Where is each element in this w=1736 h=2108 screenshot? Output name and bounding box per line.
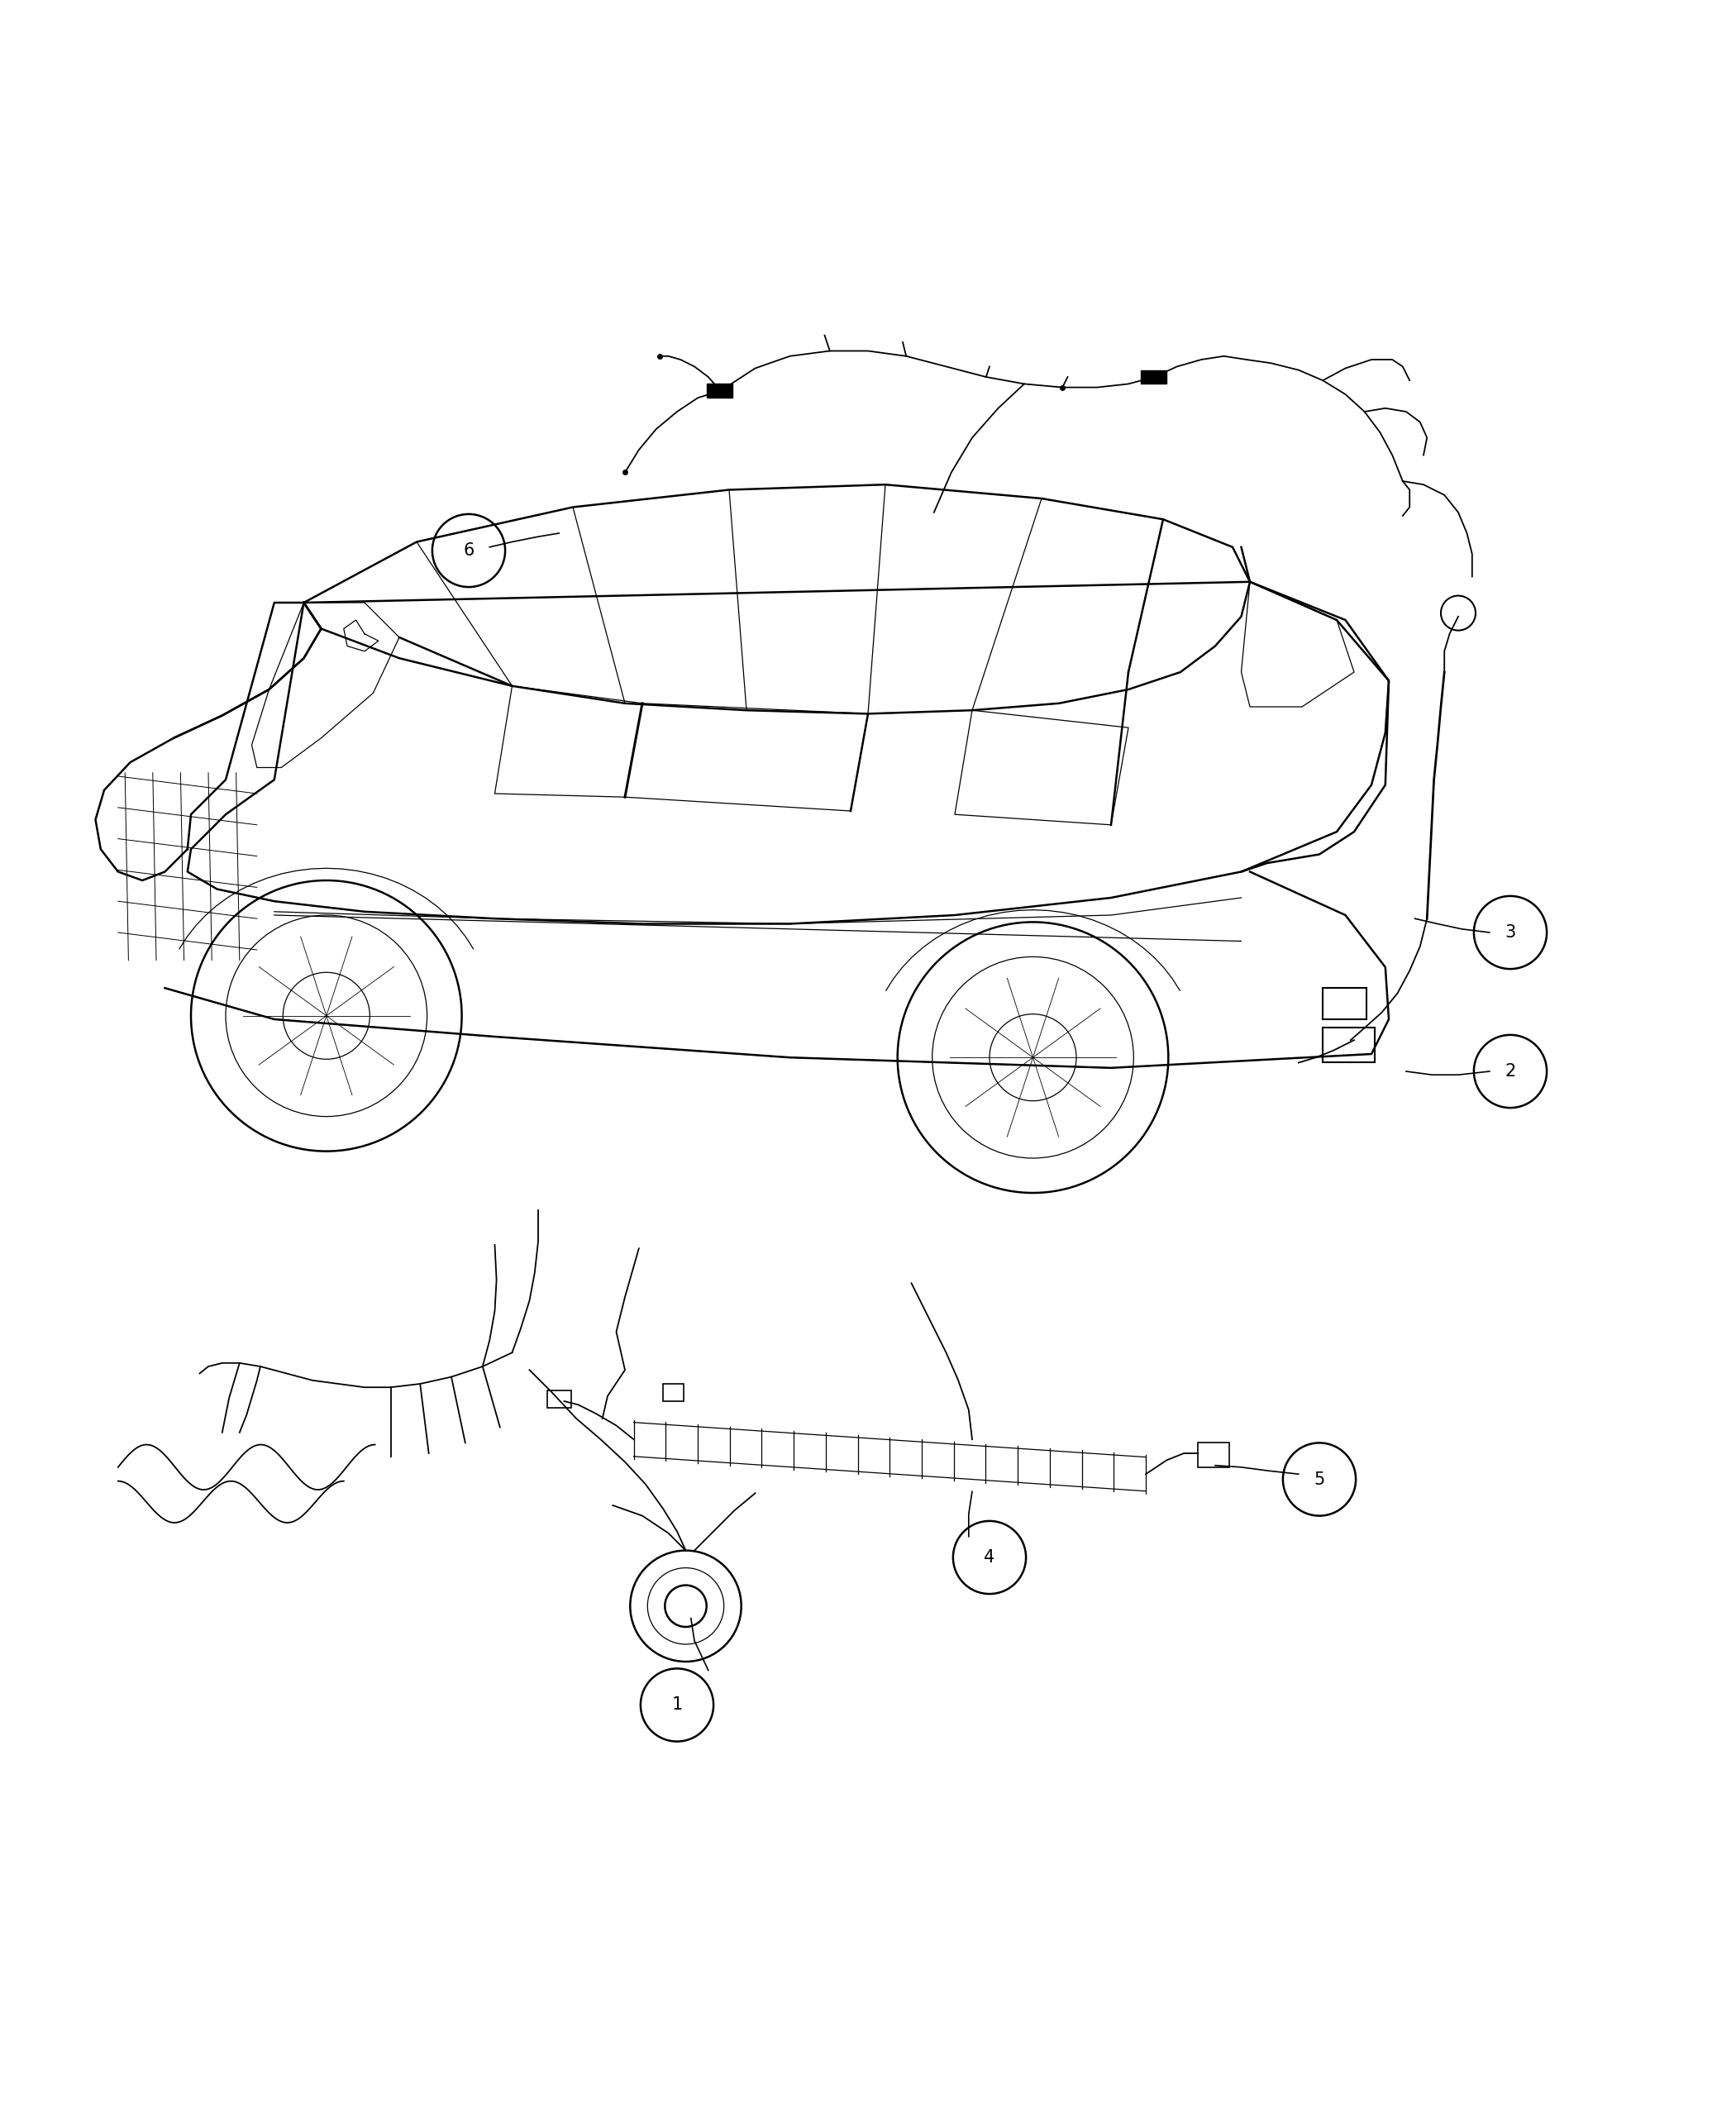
Text: 2: 2 [1505, 1062, 1516, 1079]
Bar [547, 1391, 571, 1408]
Bar [1323, 1029, 1375, 1062]
Bar [1198, 1442, 1229, 1467]
Text: 5: 5 [1314, 1471, 1325, 1488]
Bar [1323, 989, 1366, 1020]
Text: 3: 3 [1505, 923, 1516, 940]
Text: 4: 4 [984, 1549, 995, 1566]
Bar [663, 1383, 684, 1402]
Bar [707, 384, 733, 398]
Text: 1: 1 [672, 1697, 682, 1714]
Text: 6: 6 [464, 542, 474, 559]
Bar [1141, 371, 1167, 384]
